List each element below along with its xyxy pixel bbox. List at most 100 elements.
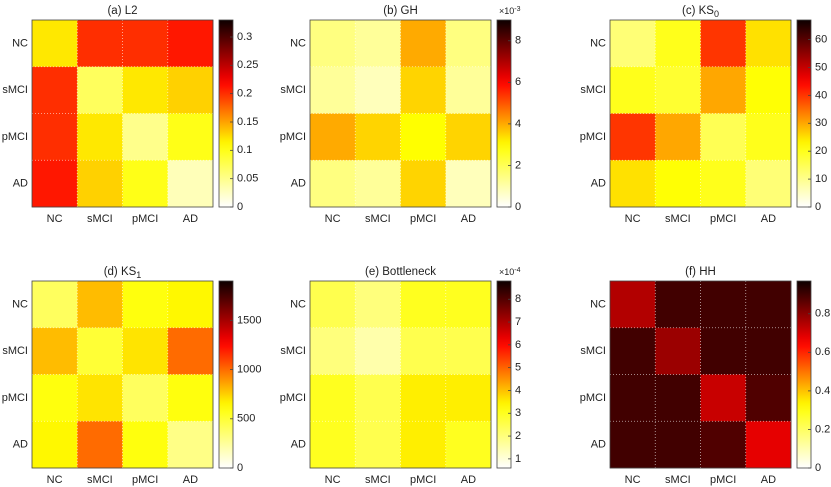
heatmap-cell: [745, 327, 792, 375]
heatmap-cell: [655, 160, 701, 208]
plot-frame: [309, 280, 492, 469]
heatmap-cell: [400, 160, 447, 208]
scale-exponent: -3: [514, 6, 520, 13]
heatmap-cell: [355, 113, 401, 161]
colorbar-tick-label: 0: [815, 462, 821, 474]
colorbar-tick-label: 0: [237, 201, 243, 213]
heatmap-cell: [122, 113, 169, 161]
heatmap-cell: [167, 281, 214, 329]
colorbar: [218, 280, 234, 469]
x-tick-label: sMCI: [665, 213, 691, 225]
x-tick-label: AD: [461, 213, 476, 225]
x-tick-label: pMCI: [410, 213, 436, 225]
y-tick-label: NC: [290, 37, 306, 49]
panel-title: (d) KS1: [104, 266, 142, 280]
panel-title: (b) GH: [383, 5, 418, 17]
heatmap-cell: [400, 66, 447, 114]
y-tick-label: AD: [291, 178, 306, 190]
x-tick-label: pMCI: [132, 213, 158, 225]
y-tick-label: AD: [13, 178, 28, 190]
y-tick-label: sMCI: [280, 345, 306, 357]
colorbar-tick-label: 10: [815, 173, 827, 185]
heatmap-cell: [745, 66, 792, 114]
heatmap-cell: [32, 160, 78, 208]
colorbar: [496, 280, 512, 469]
heatmap-cell: [745, 281, 792, 329]
heatmap-cell: [400, 281, 447, 329]
heatmap-cell: [355, 20, 401, 68]
colorbar-tick-label: 2: [515, 430, 521, 442]
colorbar-tick-label: 1500: [237, 314, 261, 326]
heatmap-cell: [355, 374, 401, 422]
colorbar-tick-label: 0.3: [237, 31, 252, 43]
x-tick-label: AD: [761, 213, 776, 225]
heatmap-cell: [167, 327, 214, 375]
heatmap-cell: [77, 374, 123, 422]
y-tick-label: NC: [12, 298, 28, 310]
x-tick-label: AD: [761, 474, 776, 486]
heatmap-cell: [445, 113, 492, 161]
heatmap-cell: [77, 281, 123, 329]
heatmap-cell: [745, 160, 792, 208]
heatmap-cell: [310, 160, 356, 208]
title-text: (c) KS: [682, 5, 714, 17]
heatmap-cell: [700, 66, 747, 114]
y-tick-label: NC: [590, 37, 606, 49]
heatmap-cell: [445, 281, 492, 329]
heatmap-cell: [167, 374, 214, 422]
colorbar-tick-label: 0.6: [815, 346, 830, 358]
colorbar-tick-label: 40: [815, 89, 827, 101]
heatmap-cell: [655, 281, 701, 329]
heatmap-cell: [122, 160, 169, 208]
colorbar: [218, 19, 234, 208]
y-tick-label: AD: [13, 439, 28, 451]
heatmap-cell: [167, 421, 214, 469]
colorbar-tick-label: 0: [815, 201, 821, 213]
heatmap-cell: [32, 113, 78, 161]
x-tick-label: AD: [183, 213, 198, 225]
plot-frame: [31, 19, 214, 208]
x-tick-label: AD: [461, 474, 476, 486]
y-tick-label: pMCI: [580, 131, 606, 143]
heatmap-cell: [400, 327, 447, 375]
heatmap-cell: [310, 374, 356, 422]
x-tick-label: NC: [625, 213, 641, 225]
plot-frame: [309, 19, 492, 208]
panel-title: (e) Bottleneck: [365, 266, 436, 278]
heatmap-cell: [122, 281, 169, 329]
colorbar-tick-label: 0.8: [815, 308, 830, 320]
heatmap-cell: [32, 66, 78, 114]
heatmap-cell: [77, 421, 123, 469]
colorbar-tick-label: 0.4: [815, 385, 830, 397]
heatmap-cell: [700, 20, 747, 68]
y-tick-label: sMCI: [2, 345, 28, 357]
heatmap-cell: [610, 327, 656, 375]
heatmap-cell: [700, 160, 747, 208]
heatmap-cell: [655, 327, 701, 375]
heatmap-cell: [167, 66, 214, 114]
heatmap-cell: [77, 160, 123, 208]
colorbar-tick-label: 4: [515, 118, 521, 130]
colorbar-tick-label: 1: [515, 453, 521, 465]
colorbar-tick-label: 50: [815, 61, 827, 73]
heatmap-cell: [745, 421, 792, 469]
heatmap-cell: [77, 66, 123, 114]
colorbar-tick-label: 0: [237, 462, 243, 474]
x-tick-label: NC: [625, 474, 641, 486]
heatmap-cell: [700, 374, 747, 422]
x-tick-label: pMCI: [710, 474, 736, 486]
y-tick-label: AD: [591, 439, 606, 451]
colorbar-scale: ×10-4: [499, 267, 521, 278]
title-text: (b) GH: [383, 5, 418, 17]
colorbar-tick-label: 1000: [237, 363, 261, 375]
x-tick-label: pMCI: [710, 213, 736, 225]
colorbar-tick-label: 0.1: [237, 144, 252, 156]
heatmap-cell: [445, 160, 492, 208]
heatmap-cell: [445, 66, 492, 114]
heatmap-cell: [610, 421, 656, 469]
y-tick-label: sMCI: [580, 345, 606, 357]
heatmap-cell: [77, 113, 123, 161]
title-subscript: 1: [136, 270, 141, 280]
heatmap-cell: [310, 66, 356, 114]
heatmap-cell: [700, 327, 747, 375]
